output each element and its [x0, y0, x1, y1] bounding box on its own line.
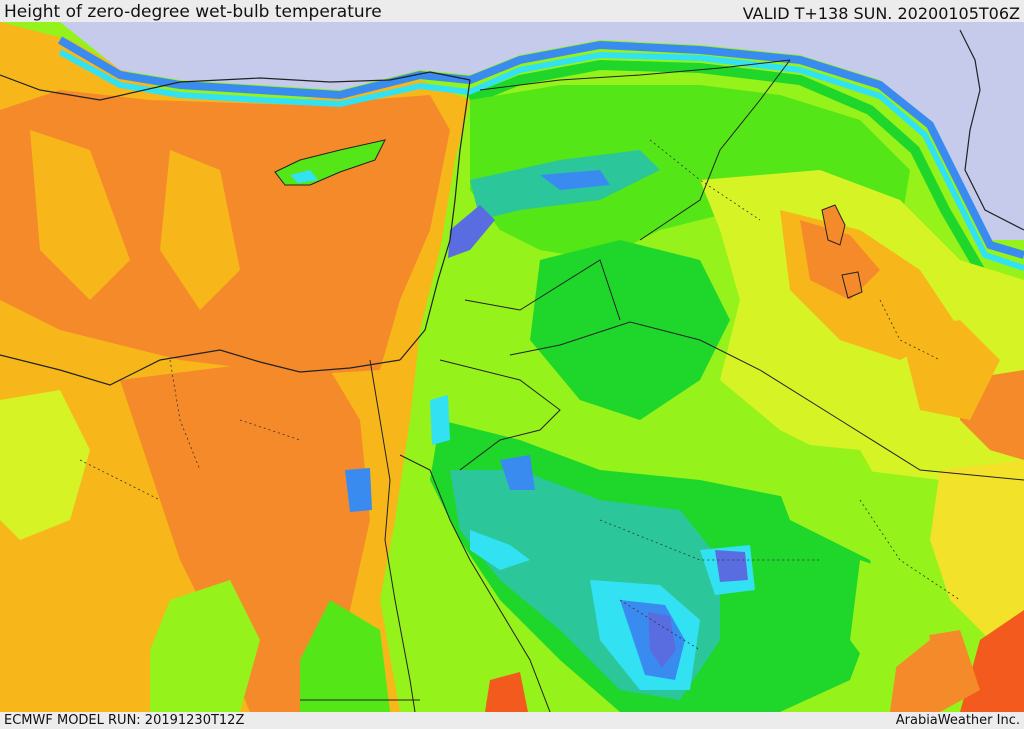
region-yellow-libya	[0, 390, 90, 540]
map-canvas	[0, 22, 1024, 712]
lake-urmia	[821, 204, 846, 246]
coastline-levant	[399, 79, 471, 361]
credit-label: ArabiaWeather Inc.	[895, 713, 1020, 728]
weather-map[interactable]	[0, 22, 1024, 712]
region-cold-north	[60, 22, 1024, 240]
border-iran-iraq	[639, 59, 791, 241]
cyprus-cyan	[290, 170, 318, 183]
region-blue-saudi2	[715, 550, 748, 582]
region-yellow-east	[930, 460, 1024, 640]
border-jordan	[439, 359, 561, 471]
coastline-north	[0, 71, 471, 101]
region-gold-gulf	[900, 320, 1000, 420]
region-gold-streak1	[30, 130, 130, 300]
border-iraq-saudi	[509, 321, 1024, 481]
band-cyan-north	[58, 49, 1024, 271]
lake-east	[841, 271, 863, 299]
header-bar: Height of zero-degree wet-bulb temperatu…	[0, 0, 1024, 23]
region-red-sudan	[485, 672, 528, 712]
region-indigo-saudi	[648, 612, 676, 668]
coastline-caspian	[959, 29, 1024, 231]
region-gold-streak2	[160, 150, 240, 310]
valid-time: VALID T+138 SUN. 20200105T06Z	[742, 4, 1020, 23]
region-lime-sahara	[150, 580, 260, 712]
coastline-gulf-suez	[369, 359, 416, 712]
region-green-core	[530, 240, 730, 420]
region-cyan-coast	[430, 395, 450, 445]
region-green-sudan	[300, 600, 390, 712]
band-green-north	[468, 59, 985, 273]
coastline-red-sea	[399, 454, 551, 712]
region-blue-jordan	[500, 455, 535, 490]
region-blue-lebanon	[448, 205, 495, 258]
border-syria-jordan	[464, 259, 621, 321]
footer-bar: ECMWF MODEL RUN: 20191230T12Z ArabiaWeat…	[0, 712, 1024, 729]
region-lime-hejaz	[760, 440, 900, 560]
band-blue-north	[57, 36, 1024, 259]
region-lime-south	[850, 560, 930, 680]
region-blue-sinai	[345, 468, 372, 512]
region-orange-egypt	[120, 365, 370, 712]
region-blue-syria	[540, 170, 610, 190]
chart-title: Height of zero-degree wet-bulb temperatu…	[4, 2, 382, 22]
border-syria-iraq	[479, 59, 791, 91]
model-run: ECMWF MODEL RUN: 20191230T12Z	[4, 713, 245, 728]
admin-boundaries	[79, 139, 961, 651]
region-cyan-hijaz	[470, 530, 530, 570]
coastline-africa	[0, 349, 401, 386]
